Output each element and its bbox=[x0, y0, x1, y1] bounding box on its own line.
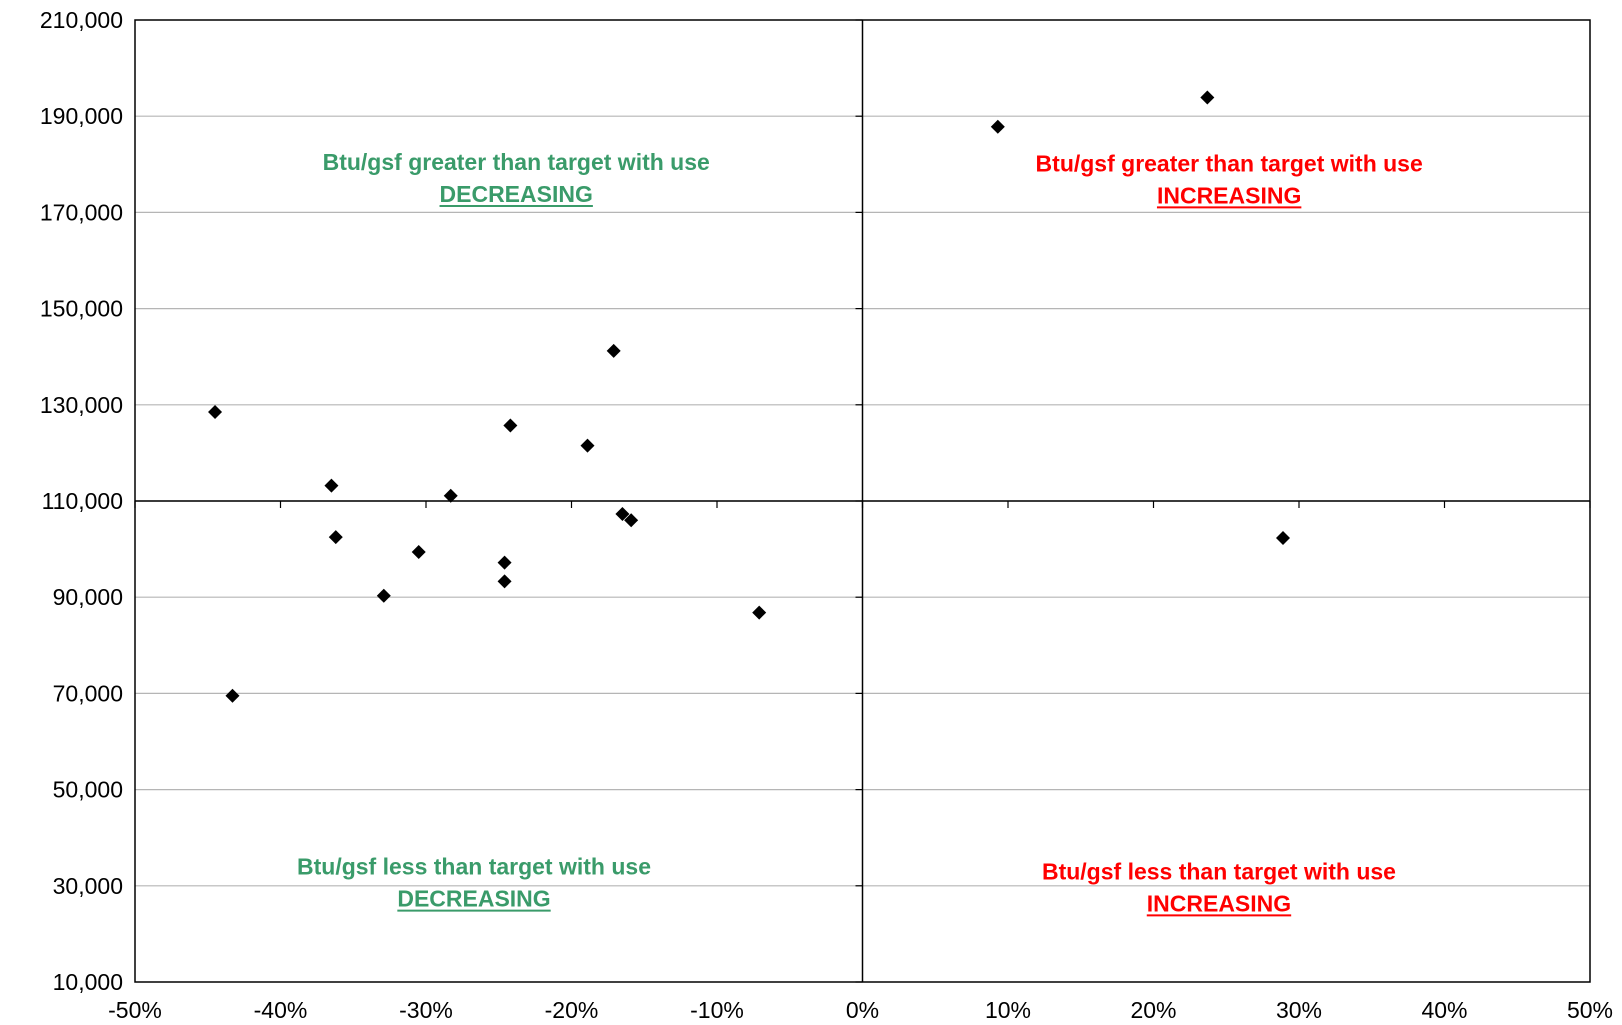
quadrant-label-text: Btu/gsf less than target with use bbox=[1042, 858, 1396, 884]
data-point bbox=[752, 605, 767, 620]
quadrant-label-text: Btu/gsf less than target with use bbox=[297, 854, 651, 880]
x-tick-label: -50% bbox=[108, 997, 162, 1023]
data-points bbox=[208, 90, 1290, 703]
data-point bbox=[497, 574, 512, 589]
data-point bbox=[497, 555, 512, 570]
data-point bbox=[328, 530, 343, 545]
quadrant-label-bottom-left: Btu/gsf less than target with use DECREAS… bbox=[297, 854, 651, 912]
data-point bbox=[1200, 90, 1215, 105]
x-tick-label: 20% bbox=[1130, 997, 1176, 1023]
x-tick-label: 10% bbox=[985, 997, 1031, 1023]
y-tick-label: 210,000 bbox=[40, 7, 123, 33]
y-tick-label: 90,000 bbox=[53, 584, 123, 610]
x-tick-label: -20% bbox=[545, 997, 599, 1023]
x-tick-label: 50% bbox=[1567, 997, 1613, 1023]
quadrant-label-top-left: Btu/gsf greater than target with use DECR… bbox=[323, 149, 710, 207]
quadrant-label-direction: DECREASING bbox=[440, 181, 593, 207]
quadrant-label-bottom-right: Btu/gsf less than target with use INCREAS… bbox=[1042, 858, 1396, 917]
data-point bbox=[376, 588, 391, 603]
x-tick-label: 40% bbox=[1421, 997, 1467, 1023]
data-point bbox=[324, 478, 339, 493]
x-tick-label: -10% bbox=[690, 997, 744, 1023]
y-tick-label: 10,000 bbox=[53, 969, 123, 995]
axes: 10,000 30,000 50,000 70,000 90,000 110,000 130… bbox=[40, 7, 1613, 1023]
data-point bbox=[225, 688, 240, 703]
quadrant-label-top-right: Btu/gsf greater than target with use INCR… bbox=[1036, 150, 1423, 209]
x-tick-label: 0% bbox=[846, 997, 879, 1023]
y-tick-label: 150,000 bbox=[40, 296, 123, 322]
y-tick-label: 30,000 bbox=[53, 873, 123, 899]
quadrant-label-text: Btu/gsf greater than target with use bbox=[1036, 150, 1423, 176]
y-tick-label: 130,000 bbox=[40, 392, 123, 418]
data-point bbox=[624, 513, 639, 528]
y-tick-label: 170,000 bbox=[40, 199, 123, 225]
x-tick-label: -30% bbox=[399, 997, 453, 1023]
y-tick-label: 110,000 bbox=[42, 488, 123, 514]
data-point bbox=[1275, 531, 1290, 546]
data-point bbox=[990, 119, 1005, 134]
data-point bbox=[606, 343, 621, 358]
data-point bbox=[443, 488, 458, 503]
data-point bbox=[580, 438, 595, 453]
data-point bbox=[615, 506, 630, 521]
quadrant-label-direction: DECREASING bbox=[397, 886, 550, 912]
x-tick-label: -40% bbox=[254, 997, 308, 1023]
data-point bbox=[503, 418, 518, 433]
quadrant-annotations: Btu/gsf greater than target with use DECR… bbox=[297, 149, 1423, 917]
data-point bbox=[208, 405, 223, 420]
quadrant-label-direction: INCREASING bbox=[1157, 182, 1301, 208]
x-tick-label: 30% bbox=[1276, 997, 1322, 1023]
y-tick-label: 190,000 bbox=[40, 103, 123, 129]
data-point bbox=[411, 544, 426, 559]
y-tick-label: 50,000 bbox=[53, 777, 123, 803]
quadrant-label-direction: INCREASING bbox=[1147, 890, 1291, 916]
quadrant-label-text: Btu/gsf greater than target with use bbox=[323, 149, 710, 175]
y-tick-label: 70,000 bbox=[53, 680, 123, 706]
